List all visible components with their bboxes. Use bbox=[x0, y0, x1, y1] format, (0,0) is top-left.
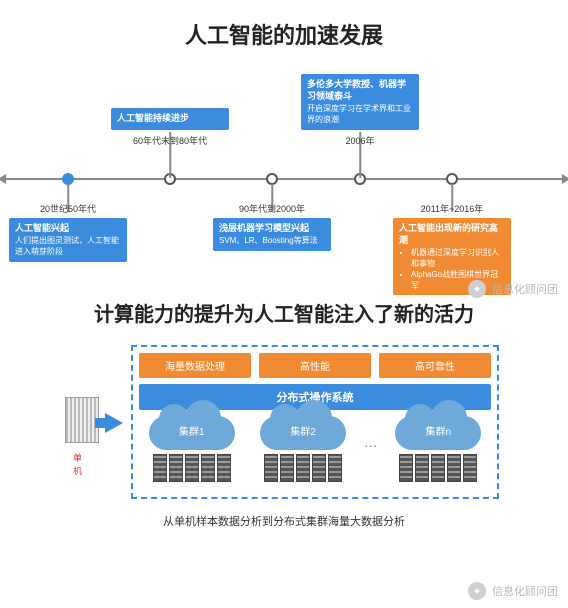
cluster: 集群1 bbox=[139, 416, 244, 482]
timeline-period-label: 2006年 bbox=[345, 134, 374, 147]
cloud-icon: 集群1 bbox=[149, 416, 235, 450]
timeline-period-label: 20世纪50年代 bbox=[40, 202, 96, 215]
section-compute-power: 计算能力的提升为人工智能注入了新的活力 单机 海量数据处理 高性能 高可靠性 分… bbox=[0, 292, 568, 529]
event-body: SVM、LR、Boosting等算法 bbox=[219, 236, 318, 245]
timeline-event-box: 多伦多大学教授、机器学习领域泰斗开启深度学习在学术界和工业界的浪潮 bbox=[301, 74, 419, 130]
event-title: 人工智能出现新的研究高潮 bbox=[399, 222, 505, 246]
timeline-event-box: 人工智能兴起人们提出图灵测试，人工智能进入萌芽阶段 bbox=[9, 218, 127, 262]
capability-box: 高可靠性 bbox=[379, 353, 491, 378]
timeline-period-label: 90年代到2000年 bbox=[239, 202, 305, 215]
arrow-icon bbox=[105, 413, 123, 433]
timeline: 20世纪50年代人工智能兴起人们提出图灵测试，人工智能进入萌芽阶段 60年代末到8… bbox=[0, 58, 568, 288]
event-title: 浅层机器学习模型兴起 bbox=[219, 222, 325, 234]
timeline-title: 人工智能的加速发展 bbox=[0, 18, 568, 50]
cluster: 集群n bbox=[386, 416, 491, 482]
wechat-icon: ✦ bbox=[468, 280, 486, 298]
watermark-text: 信息化顾问团 bbox=[492, 281, 558, 297]
watermark-1: ✦ 信息化顾问团 bbox=[468, 280, 558, 298]
diagram-caption: 从单机样本数据分析到分布式集群海量大数据分析 bbox=[0, 513, 568, 529]
single-machine-label: 单机 bbox=[73, 451, 85, 477]
section-ai-timeline: 人工智能的加速发展 20世纪50年代人工智能兴起人们提出图灵测试，人工智能进入萌… bbox=[0, 0, 568, 288]
ellipsis: … bbox=[362, 434, 380, 464]
distributed-diagram: 单机 海量数据处理 高性能 高可靠性 分布式操作系统 集群1 集群2 … bbox=[69, 343, 499, 499]
rack-group bbox=[250, 454, 355, 482]
cluster: 集群2 bbox=[250, 416, 355, 482]
rack-group bbox=[139, 454, 244, 482]
distributed-box: 海量数据处理 高性能 高可靠性 分布式操作系统 集群1 集群2 … 集群n bbox=[131, 345, 499, 499]
cloud-icon: 集群2 bbox=[260, 416, 346, 450]
timeline-period-label: 60年代末到80年代 bbox=[133, 134, 207, 147]
watermark-2: ✦ 信息化顾问团 bbox=[468, 582, 558, 600]
watermark-text: 信息化顾问团 bbox=[492, 583, 558, 599]
event-body: 开启深度学习在学术界和工业界的浪潮 bbox=[307, 104, 411, 124]
capability-box: 高性能 bbox=[259, 353, 371, 378]
wechat-icon: ✦ bbox=[468, 582, 486, 600]
timeline-axis bbox=[0, 178, 568, 180]
event-title: 多伦多大学教授、机器学习领域泰斗 bbox=[307, 78, 413, 102]
compute-title: 计算能力的提升为人工智能注入了新的活力 bbox=[0, 292, 568, 333]
timeline-event-box: 人工智能持续进步 bbox=[111, 108, 229, 130]
timeline-period-label: 2011年~2016年 bbox=[421, 202, 484, 215]
timeline-event-box: 浅层机器学习模型兴起 SVM、LR、Boosting等算法 bbox=[213, 218, 331, 251]
capability-box: 海量数据处理 bbox=[139, 353, 251, 378]
event-title: 人工智能兴起 bbox=[15, 222, 121, 234]
capability-row: 海量数据处理 高性能 高可靠性 bbox=[139, 353, 491, 378]
event-title: 人工智能持续进步 bbox=[117, 112, 223, 124]
cluster-row: 集群1 集群2 … 集群n bbox=[139, 416, 491, 482]
rack-group bbox=[386, 454, 491, 482]
cloud-icon: 集群n bbox=[395, 416, 481, 450]
event-body: 人们提出图灵测试，人工智能进入萌芽阶段 bbox=[15, 236, 119, 256]
single-machine-icon bbox=[65, 397, 99, 443]
